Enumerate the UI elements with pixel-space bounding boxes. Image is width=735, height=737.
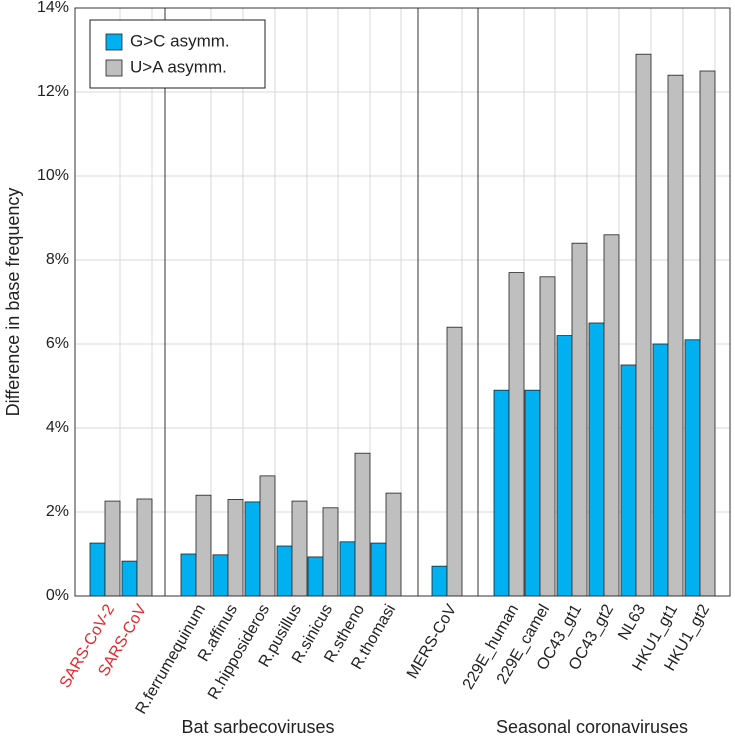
bar xyxy=(635,53,652,597)
y-tick-label: 8% xyxy=(46,251,69,268)
bar xyxy=(307,556,324,597)
y-tick-label: 12% xyxy=(37,83,69,100)
bar xyxy=(291,500,308,597)
y-tick-label: 0% xyxy=(46,587,69,604)
bar xyxy=(571,242,588,597)
bar xyxy=(89,542,106,597)
bar xyxy=(339,541,356,597)
y-tick-label: 10% xyxy=(37,167,69,184)
bar xyxy=(385,492,402,597)
group-label: Seasonal coronaviruses xyxy=(496,717,688,737)
bar xyxy=(556,335,573,597)
bar xyxy=(354,452,371,597)
bar xyxy=(493,389,510,597)
bar xyxy=(508,272,525,597)
bar xyxy=(667,74,684,597)
bar xyxy=(259,475,276,597)
bar xyxy=(699,70,716,597)
group-label: Bat sarbecoviruses xyxy=(181,717,334,737)
y-axis-label: Difference in base frequency xyxy=(3,188,23,417)
legend-label: U>A asymm. xyxy=(130,57,227,76)
bar xyxy=(244,501,261,597)
bar xyxy=(652,343,669,597)
bar xyxy=(524,389,541,597)
bar xyxy=(121,560,138,597)
bar xyxy=(588,322,605,597)
bar xyxy=(446,326,463,597)
legend-swatch xyxy=(105,33,123,51)
bar xyxy=(603,234,620,597)
bar xyxy=(539,276,556,597)
legend-box xyxy=(89,19,266,89)
bar xyxy=(180,553,197,597)
bar xyxy=(684,339,701,597)
x-tick-label: MERS-CoV xyxy=(404,601,460,681)
bar xyxy=(276,545,293,597)
bar xyxy=(322,507,339,597)
y-tick-label: 2% xyxy=(46,503,69,520)
bar xyxy=(370,542,387,597)
y-tick-label: 6% xyxy=(46,335,69,352)
bar xyxy=(212,554,229,597)
plot-frame xyxy=(74,7,731,597)
bar xyxy=(104,500,121,597)
y-tick-label: 14% xyxy=(37,0,69,16)
legend-label: G>C asymm. xyxy=(130,31,230,50)
bar xyxy=(620,364,637,597)
legend-swatch xyxy=(105,59,123,77)
bar xyxy=(227,498,244,597)
bar xyxy=(431,565,448,597)
x-tick-label: NL63 xyxy=(615,602,649,644)
bar xyxy=(195,494,212,597)
bar xyxy=(136,498,153,597)
y-tick-label: 4% xyxy=(46,419,69,436)
